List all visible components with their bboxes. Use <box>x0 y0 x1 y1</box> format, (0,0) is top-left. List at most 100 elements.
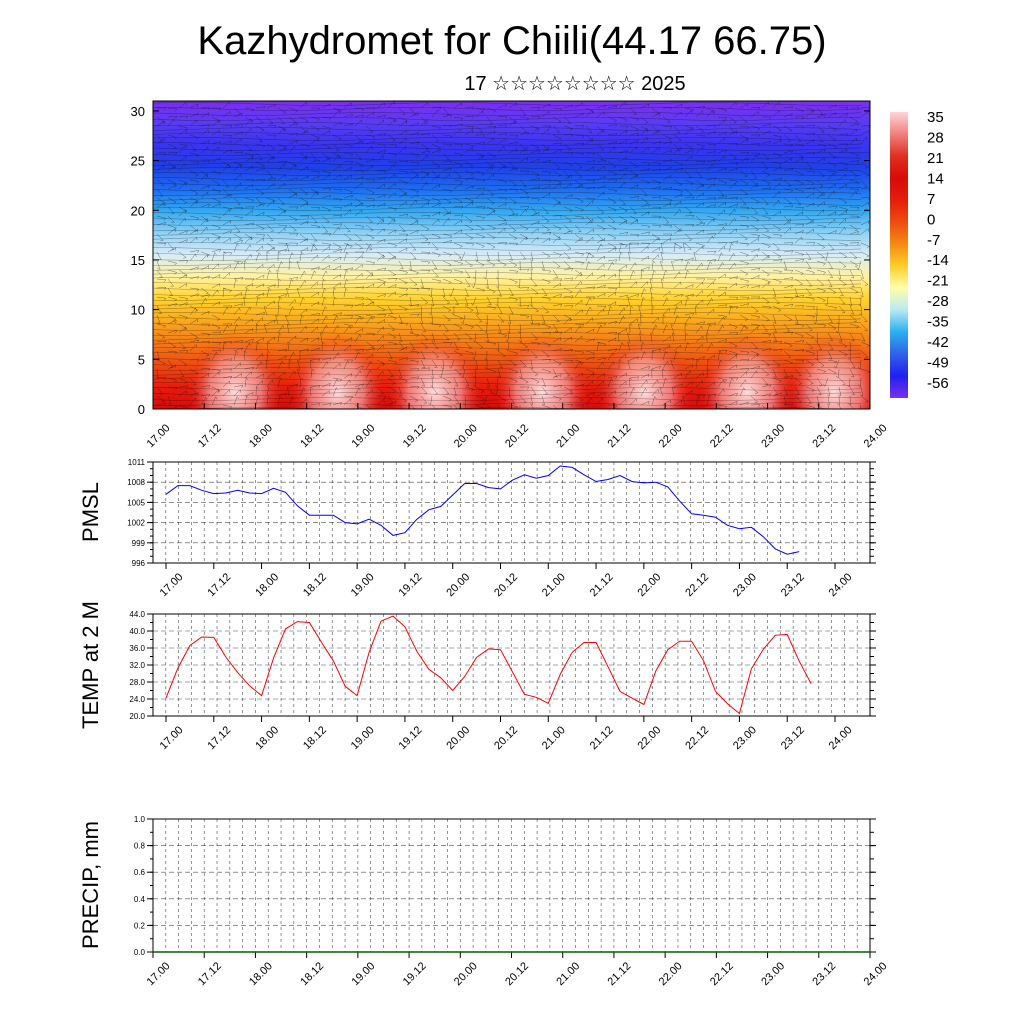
wind-barb <box>255 337 265 343</box>
wind-barb <box>519 377 529 384</box>
wind-barb <box>827 350 833 360</box>
wind-barb <box>321 116 332 121</box>
wind-barb <box>244 206 255 210</box>
wind-barb <box>574 323 585 327</box>
x-tick-label: 23.12 <box>810 960 838 988</box>
wind-barb <box>717 350 728 353</box>
wind-barb <box>156 188 164 197</box>
wind-barb <box>627 359 631 370</box>
wind-barb <box>365 125 374 133</box>
wind-barb <box>266 319 276 325</box>
wind-barb <box>464 185 474 190</box>
wind-barb <box>750 353 759 361</box>
wind-barb <box>321 305 327 316</box>
wind-barb <box>431 269 440 278</box>
wind-barb <box>860 323 869 331</box>
wind-barb <box>244 236 253 244</box>
wind-barb <box>376 398 385 406</box>
x-tick-label: 24.00 <box>827 724 855 752</box>
wind-barb <box>431 170 439 179</box>
x-tick-label: 21.12 <box>588 724 616 752</box>
wind-barb <box>750 237 759 244</box>
wind-barb <box>167 118 175 127</box>
wind-barb <box>332 109 340 118</box>
wind-barb <box>475 125 484 133</box>
wind-barb <box>156 107 167 111</box>
wind-barb <box>706 393 717 397</box>
wind-barb <box>464 115 475 119</box>
wind-barb <box>728 182 737 190</box>
colorbar-label: 21 <box>927 150 944 167</box>
wind-barb <box>428 395 433 406</box>
wind-barb <box>574 269 583 277</box>
wind-barb <box>189 386 198 394</box>
wind-barb <box>739 152 750 156</box>
wind-barb <box>286 242 290 253</box>
wind-barb <box>222 368 233 372</box>
wind-barb <box>310 266 320 271</box>
wind-barb <box>530 350 538 359</box>
wind-barb <box>409 220 419 226</box>
wind-barb <box>541 377 547 387</box>
wind-barb <box>827 183 836 190</box>
wind-barb <box>651 125 660 133</box>
wind-barb <box>519 359 527 368</box>
wind-barb <box>255 292 265 298</box>
wind-barb <box>211 263 220 271</box>
wind-barb <box>475 305 479 315</box>
wind-barb <box>728 400 738 406</box>
wind-barb <box>783 296 794 301</box>
wind-barb <box>530 178 541 182</box>
wind-barb <box>761 224 770 232</box>
y-tick-label: 1002 <box>127 519 145 528</box>
wind-barb <box>541 143 550 152</box>
wind-barb <box>475 242 485 249</box>
wind-barb <box>497 260 507 267</box>
wind-barb <box>827 104 838 109</box>
wind-barb <box>409 376 420 380</box>
wind-barb <box>838 226 846 235</box>
wind-barb <box>628 251 632 262</box>
wind-barb <box>201 323 211 327</box>
wind-barb <box>354 328 364 334</box>
wind-barb <box>761 359 771 367</box>
wind-barb <box>519 179 527 188</box>
wind-barb <box>836 395 840 406</box>
wind-barb <box>497 359 503 369</box>
wind-barb <box>860 111 869 118</box>
wind-barb <box>189 134 200 140</box>
wind-barb <box>332 154 340 163</box>
wind-barb <box>629 398 638 406</box>
wind-barb <box>266 177 277 181</box>
wind-barb <box>266 124 277 128</box>
wind-barb <box>519 107 527 116</box>
wind-barb <box>596 341 607 347</box>
wind-barb <box>431 174 440 181</box>
wind-barb <box>772 177 783 182</box>
wind-barb <box>629 146 638 154</box>
wind-barb <box>706 395 712 406</box>
isotherm-line <box>153 327 862 331</box>
wind-barb <box>222 375 233 379</box>
wind-barb <box>585 179 596 183</box>
wind-barb <box>244 233 254 241</box>
wind-barb <box>332 188 343 193</box>
wind-barb <box>761 368 770 376</box>
wind-barb <box>420 287 431 292</box>
wind-barb <box>607 305 613 316</box>
x-tick-label: 18.12 <box>301 724 329 752</box>
wind-barb <box>563 404 574 408</box>
wind-barb <box>409 368 420 372</box>
wind-barb <box>233 131 243 136</box>
wind-barb <box>167 364 177 370</box>
height-tick-label: 15 <box>131 253 145 268</box>
wind-barb <box>673 224 682 232</box>
wind-barb <box>376 149 386 154</box>
wind-barb <box>783 179 792 187</box>
wind-barb <box>222 194 232 199</box>
x-tick-label: 19.12 <box>397 571 425 599</box>
isotherm-line <box>153 132 862 136</box>
wind-barb <box>200 140 210 145</box>
wind-barb <box>838 260 847 268</box>
wind-barb <box>772 199 780 208</box>
